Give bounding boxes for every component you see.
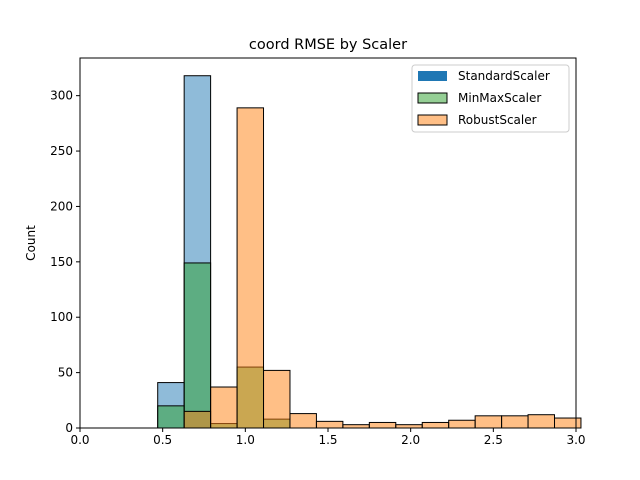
legend: StandardScaler MinMaxScaler RobustScaler xyxy=(411,64,570,133)
histogram-bars xyxy=(157,75,582,429)
chart-title: coord RMSE by Scaler xyxy=(249,37,407,53)
histogram-bar-robustscaler xyxy=(448,419,476,429)
legend-label-standardscaler: StandardScaler xyxy=(458,69,550,83)
histogram-bar-minmaxscaler xyxy=(183,262,212,429)
legend-swatch-minmaxscaler xyxy=(417,92,448,104)
x-tick-label: 3.0 xyxy=(566,433,585,447)
y-axis-label: Count xyxy=(24,225,38,261)
histogram-bar-minmaxscaler xyxy=(157,405,185,429)
histogram-bar-robustscaler xyxy=(210,386,238,429)
histogram-bar-robustscaler xyxy=(554,417,582,429)
histogram-bar-robustscaler xyxy=(289,413,317,429)
histogram-bar-robustscaler xyxy=(183,410,212,429)
y-tick-label: 100 xyxy=(50,310,73,324)
x-tick-label: 2.0 xyxy=(401,433,420,447)
legend-label-robustscaler: RobustScaler xyxy=(458,113,537,127)
y-tick-label: 200 xyxy=(50,199,73,213)
histogram-bar-robustscaler xyxy=(421,421,450,429)
legend-swatch-robustscaler xyxy=(417,114,448,126)
y-tick-label: 250 xyxy=(50,144,73,158)
y-axis: 0 50 100 150 200 250 300 xyxy=(50,89,80,435)
x-tick-label: 1.0 xyxy=(236,433,255,447)
x-tick-label: 1.5 xyxy=(318,433,337,447)
x-axis: 0.0 0.5 1.0 1.5 2.0 2.5 3.0 xyxy=(70,428,586,447)
histogram-bar-robustscaler xyxy=(501,415,529,429)
legend-frame xyxy=(411,64,570,133)
histogram-bar-robustscaler xyxy=(474,415,503,429)
x-tick-label: 2.5 xyxy=(484,433,503,447)
x-tick-label: 0.5 xyxy=(153,433,172,447)
legend-swatch-standardscaler xyxy=(418,71,447,81)
y-tick-label: 50 xyxy=(58,366,73,380)
histogram-bar-robustscaler xyxy=(236,107,265,429)
y-tick-label: 300 xyxy=(50,89,73,103)
histogram-bar-robustscaler xyxy=(368,421,397,429)
y-tick-label: 150 xyxy=(50,255,73,269)
legend-label-minmaxscaler: MinMaxScaler xyxy=(458,91,541,105)
histogram-bar-robustscaler xyxy=(263,369,291,429)
x-tick-label: 0.0 xyxy=(70,433,89,447)
histogram-bar-robustscaler xyxy=(527,414,556,429)
histogram-bar-robustscaler xyxy=(315,420,344,429)
y-tick-label: 0 xyxy=(65,421,73,435)
